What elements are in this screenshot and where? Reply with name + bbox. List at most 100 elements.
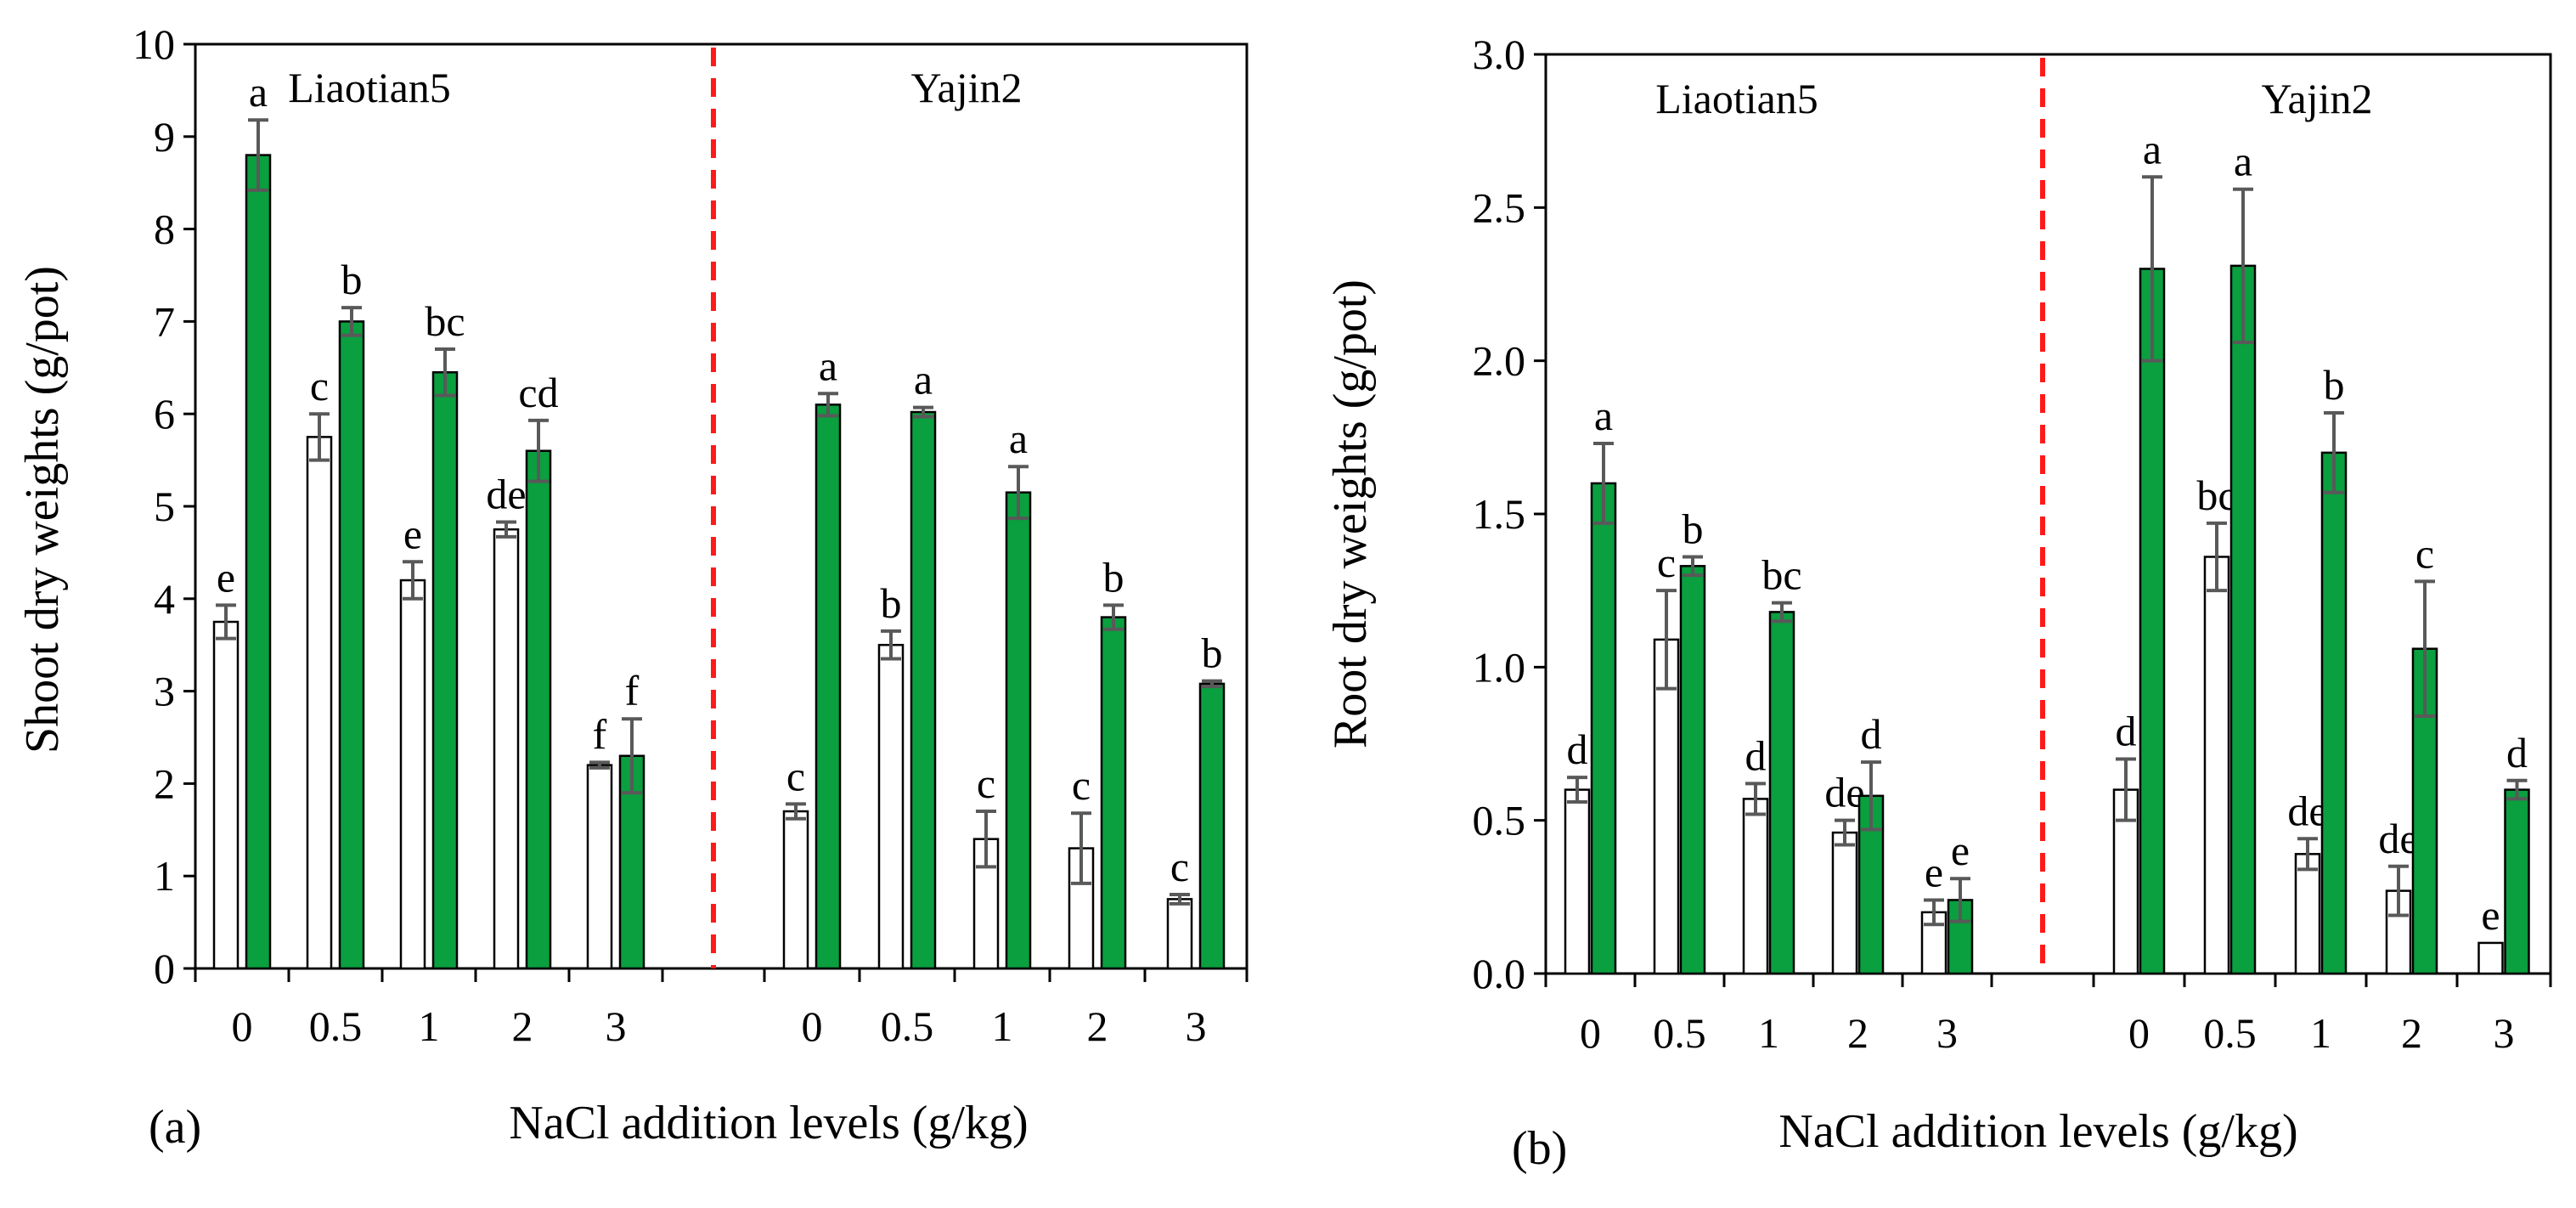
y-tick-label: 2.0	[1473, 337, 1526, 385]
y-tick-label: 1.0	[1473, 643, 1526, 691]
bar-treatment	[1590, 482, 1617, 975]
y-tick-label: 9	[154, 113, 175, 161]
y-tick-label: 8	[154, 206, 175, 253]
y-axis-title: Shoot dry weights (g/pot)	[16, 266, 69, 754]
y-tick-label: 6	[154, 390, 175, 437]
bar-control	[212, 620, 240, 970]
bar-control	[877, 643, 905, 970]
significance-letter: c	[786, 752, 805, 799]
group-label-liaotian5: Liaotian5	[1655, 75, 1818, 122]
category-label: 1	[992, 1002, 1013, 1050]
panel-a-shoot-dry-weights: 012345678910Liaotian50ea0.5cb1ebc2decd3f…	[16, 20, 1249, 1154]
category-label: 0	[1580, 1009, 1601, 1057]
panel-label: (a)	[149, 1101, 201, 1154]
significance-letter: f	[593, 710, 607, 758]
bar-treatment	[1005, 491, 1032, 970]
y-tick-label: 2.5	[1473, 183, 1526, 231]
bar-treatment	[245, 154, 272, 970]
significance-letter: bc	[425, 297, 465, 345]
category-label: 0.5	[309, 1002, 363, 1050]
category-label: 1	[2310, 1009, 2331, 1057]
y-tick-label: 4	[154, 575, 175, 623]
significance-letter: d	[2506, 729, 2528, 776]
significance-letter: e	[217, 553, 235, 601]
bar-treatment	[2504, 788, 2530, 975]
significance-letter: b	[1103, 553, 1125, 601]
significance-letter: c	[1072, 761, 1091, 809]
significance-letter: d	[1745, 731, 1767, 779]
bar-treatment	[2320, 451, 2348, 975]
significance-letter: b	[1202, 629, 1223, 677]
bar-treatment	[338, 320, 365, 970]
bar-treatment	[1100, 616, 1127, 970]
x-axis-title: NaCl addition levels (g/kg)	[509, 1097, 1028, 1149]
y-tick-label: 7	[154, 297, 175, 345]
category-label: 0	[2128, 1009, 2150, 1057]
y-axis-title: Root dry weights (g/pot)	[1324, 279, 1377, 748]
bar-control	[586, 764, 613, 970]
bar-control	[306, 436, 333, 970]
category-label: 0.5	[881, 1002, 934, 1050]
bar-treatment	[1768, 611, 1795, 975]
category-label: 3	[1936, 1009, 1958, 1057]
panel-label: (b)	[1512, 1122, 1567, 1175]
category-label: 0	[232, 1002, 253, 1050]
category-label: 3	[606, 1002, 627, 1050]
category-label: 3	[1186, 1002, 1207, 1050]
category-label: 3	[2494, 1009, 2515, 1057]
significance-letter: de	[2378, 815, 2418, 862]
category-label: 2	[512, 1002, 533, 1050]
significance-letter: bc	[2196, 471, 2236, 519]
significance-letter: de	[2287, 787, 2327, 834]
significance-letter: c	[1170, 843, 1189, 890]
significance-letter: e	[403, 510, 422, 557]
panel-b-root-dry-weights: 0.00.51.01.52.02.53.0Liaotian50da0.5cb1d…	[1324, 31, 2552, 1175]
category-label: 2	[1087, 1002, 1108, 1050]
group-label-liaotian5: Liaotian5	[288, 64, 451, 111]
significance-letter: c	[2415, 529, 2434, 577]
significance-letter: e	[2481, 891, 2500, 939]
significance-letter: a	[2143, 125, 2162, 172]
significance-letter: f	[625, 667, 640, 714]
significance-letter: b	[2324, 361, 2345, 409]
significance-letter: e	[1925, 848, 1943, 895]
bar-control	[2294, 853, 2321, 975]
bar-control	[1166, 898, 1193, 970]
x-axis-title: NaCl addition levels (g/kg)	[1778, 1105, 2297, 1158]
significance-letter: a	[249, 68, 268, 116]
y-tick-label: 0	[154, 945, 175, 992]
bar-control	[1564, 788, 1591, 975]
category-label: 2	[1847, 1009, 1869, 1057]
significance-letter: bc	[1761, 551, 1801, 599]
bar-treatment	[525, 449, 552, 970]
significance-letter: a	[1594, 392, 1613, 439]
y-tick-label: 1	[154, 852, 175, 900]
category-label: 0.5	[1653, 1009, 1706, 1057]
category-label: 1	[1758, 1009, 1779, 1057]
y-tick-label: 0.5	[1473, 797, 1526, 844]
significance-letter: b	[881, 579, 902, 627]
bar-treatment	[1198, 682, 1226, 970]
group-label-yajin2: Yajin2	[2261, 75, 2372, 122]
significance-letter: b	[1683, 505, 1704, 552]
significance-letter: de	[1824, 769, 1864, 816]
category-label: 0.5	[2203, 1009, 2257, 1057]
significance-letter: d	[1861, 710, 1882, 758]
significance-letter: a	[1009, 415, 1028, 462]
bar-control	[1742, 798, 1769, 975]
significance-letter: de	[486, 470, 526, 517]
y-tick-label: 10	[132, 20, 175, 68]
bar-control	[2477, 941, 2504, 975]
significance-letter: a	[819, 342, 837, 389]
bar-control	[2203, 556, 2230, 975]
y-tick-label: 1.5	[1473, 490, 1526, 538]
bar-control	[782, 810, 809, 970]
significance-letter: c	[1657, 539, 1676, 586]
bar-treatment	[2139, 268, 2166, 975]
significance-letter: cd	[518, 369, 558, 416]
significance-letter: e	[1951, 827, 1970, 874]
group-label-yajin2: Yajin2	[910, 64, 1022, 111]
significance-letter: c	[310, 362, 329, 409]
category-label: 0	[802, 1002, 823, 1050]
